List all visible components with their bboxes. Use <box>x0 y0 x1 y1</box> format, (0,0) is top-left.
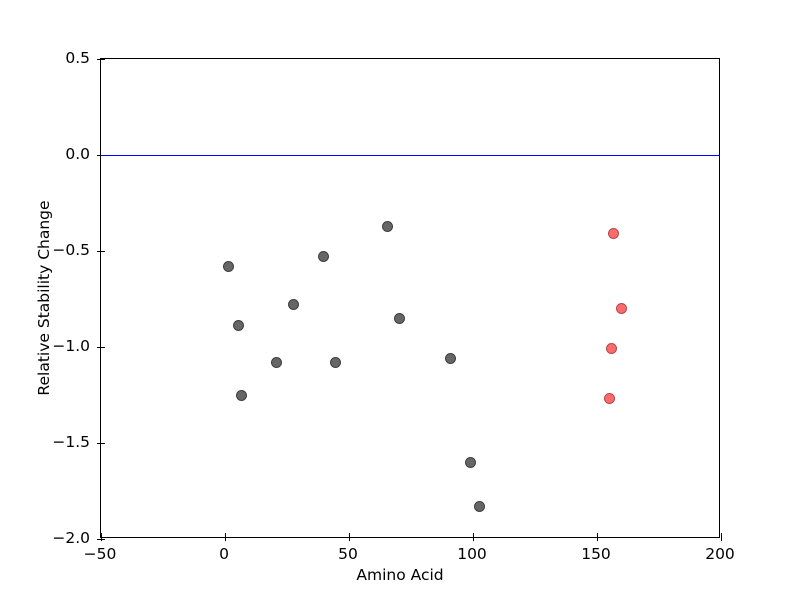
data-point <box>288 299 300 311</box>
x-tick-mark <box>721 537 722 541</box>
data-point <box>445 353 457 365</box>
data-point <box>616 303 628 315</box>
plot-area <box>97 58 722 541</box>
x-tick-label: −50 <box>83 545 117 563</box>
data-point <box>233 320 245 332</box>
x-tick-label: 150 <box>581 545 611 563</box>
y-tick-mark-inner <box>101 59 105 60</box>
y-tick-mark <box>97 443 101 444</box>
y-tick-mark-inner <box>101 539 105 540</box>
x-tick-mark-inner <box>473 533 474 537</box>
data-point <box>318 251 330 263</box>
x-tick-mark <box>101 537 102 541</box>
x-tick-mark-inner <box>225 533 226 537</box>
x-axis-label: Amino Acid <box>356 566 444 584</box>
x-tick-mark-inner <box>721 533 722 537</box>
x-tick-mark <box>597 537 598 541</box>
data-point <box>271 356 283 368</box>
data-point <box>393 312 405 324</box>
y-tick-mark-inner <box>101 251 105 252</box>
data-point <box>235 389 247 401</box>
x-tick-mark-inner <box>597 533 598 537</box>
y-tick-mark <box>97 155 101 156</box>
data-point <box>464 456 476 468</box>
x-tick-mark <box>225 537 226 541</box>
y-axis-label: Relative Stability Change <box>35 200 53 396</box>
x-tick-label: 100 <box>457 545 487 563</box>
y-tick-mark <box>97 59 101 60</box>
y-tick-label: −0.5 <box>52 241 90 259</box>
data-point <box>474 500 486 512</box>
y-tick-label: 0.0 <box>65 145 90 163</box>
y-tick-mark <box>97 539 101 540</box>
zero-line <box>101 155 719 156</box>
data-point <box>607 228 619 240</box>
data-point <box>603 393 615 405</box>
x-tick-label: 200 <box>705 545 735 563</box>
y-tick-mark <box>97 251 101 252</box>
y-tick-label: −1.5 <box>52 433 90 451</box>
x-tick-mark-inner <box>101 533 102 537</box>
x-tick-label: 0 <box>219 545 229 563</box>
y-tick-mark <box>97 347 101 348</box>
y-tick-label: −2.0 <box>52 529 90 547</box>
data-point <box>330 356 342 368</box>
y-tick-mark-inner <box>101 347 105 348</box>
x-tick-mark <box>473 537 474 541</box>
x-tick-label: 50 <box>338 545 358 563</box>
data-point <box>223 260 235 272</box>
data-point <box>606 343 618 355</box>
y-tick-label: −1.0 <box>52 337 90 355</box>
data-layer <box>101 59 719 537</box>
y-tick-label: 0.5 <box>65 49 90 67</box>
y-tick-mark-inner <box>101 443 105 444</box>
x-tick-mark-inner <box>349 533 350 537</box>
x-tick-mark <box>349 537 350 541</box>
data-point <box>381 220 393 232</box>
